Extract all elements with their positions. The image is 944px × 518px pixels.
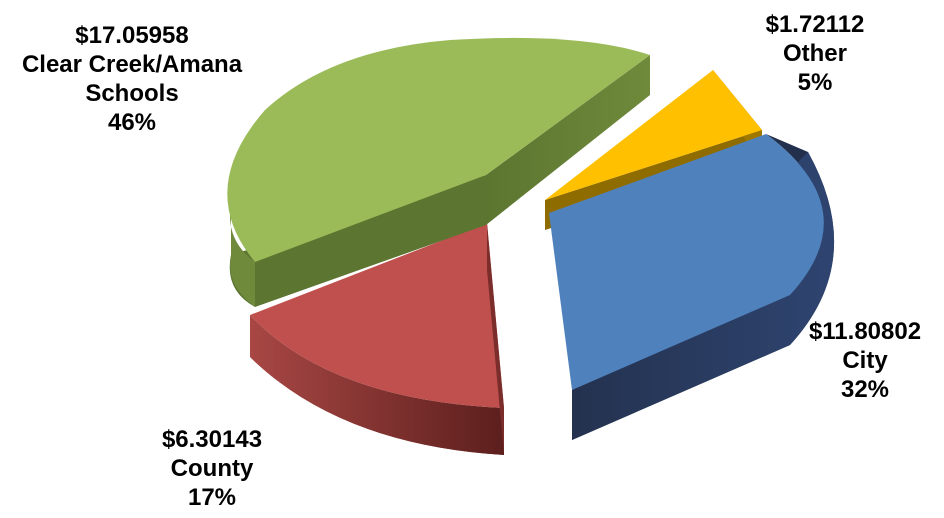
label-city-amount: $11.80802 xyxy=(808,318,922,345)
label-county-percent: 17% xyxy=(187,484,237,511)
label-schools: $17.05958 Clear Creek/Amana Schools 46% xyxy=(2,21,262,137)
label-county-amount: $6.30143 xyxy=(161,426,263,453)
pie-slice-county xyxy=(250,223,504,455)
label-city-percent: 32% xyxy=(840,376,890,403)
label-city-category: City xyxy=(842,347,888,374)
label-other-percent: 5% xyxy=(797,69,833,96)
pie-slice-schools xyxy=(227,37,651,307)
label-county: $6.30143 County 17% xyxy=(132,425,292,512)
label-other-amount: $1.72112 xyxy=(765,11,865,38)
label-other-category: Other xyxy=(782,40,847,67)
label-schools-percent: 46% xyxy=(107,109,157,136)
label-county-category: County xyxy=(170,455,254,482)
label-schools-amount: $17.05958 xyxy=(75,22,189,49)
pie-slice-city xyxy=(549,134,835,440)
label-schools-category-line1: Clear Creek/Amana xyxy=(21,51,243,78)
label-schools-category-line2: Schools xyxy=(85,80,179,107)
label-other: $1.72112 Other 5% xyxy=(735,10,895,97)
label-city: $11.80802 City 32% xyxy=(790,317,940,404)
